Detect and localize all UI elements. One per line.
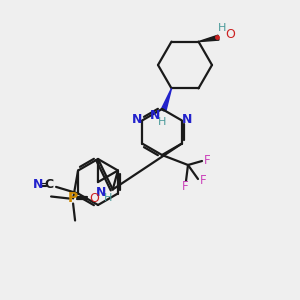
Text: H: H xyxy=(218,22,227,33)
Text: N: N xyxy=(132,113,142,126)
Text: O: O xyxy=(89,192,99,205)
Polygon shape xyxy=(161,88,172,111)
Text: N: N xyxy=(33,178,43,191)
Polygon shape xyxy=(199,35,219,42)
Text: N: N xyxy=(96,186,106,199)
Text: N: N xyxy=(150,109,161,122)
Text: N: N xyxy=(182,113,192,126)
Text: F: F xyxy=(200,175,206,188)
Text: O: O xyxy=(226,28,236,41)
Text: F: F xyxy=(204,154,210,167)
Text: F: F xyxy=(182,181,188,194)
Text: H: H xyxy=(158,117,167,128)
Text: C: C xyxy=(44,178,54,191)
Text: P: P xyxy=(68,191,78,206)
Text: H: H xyxy=(104,193,112,203)
